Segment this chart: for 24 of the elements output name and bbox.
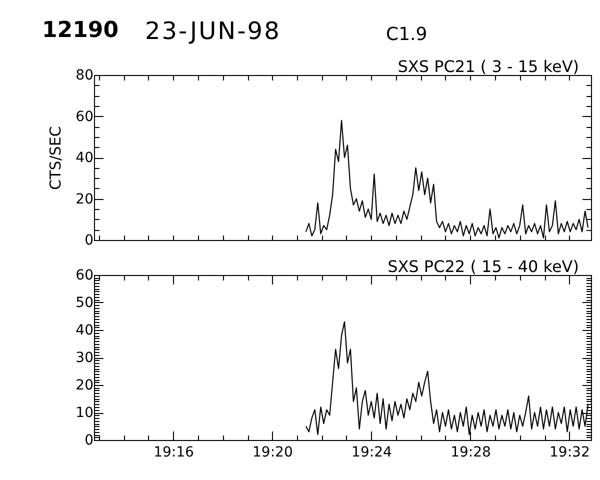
text: 12190: [42, 18, 119, 43]
chart-title: SXS PC22 ( 15 - 40 keV): [388, 257, 579, 276]
y-tick-label: 20: [76, 378, 94, 394]
y-tick-label: 40: [76, 322, 94, 338]
x-tick-label: 19:16: [154, 444, 194, 460]
text: C1.9: [386, 24, 428, 45]
y-tick-label: 10: [76, 405, 94, 421]
y-tick-label: 60: [76, 108, 94, 125]
y-tick-label: 20: [76, 191, 94, 208]
y-tick-label: 60: [76, 268, 94, 284]
x-tick-label: 19:24: [352, 444, 392, 460]
text: 23-JUN-98: [145, 17, 281, 45]
y-tick-label: 0: [84, 232, 94, 248]
y-tick-label: 30: [76, 350, 94, 366]
y-tick-label: 50: [76, 295, 94, 311]
y-tick-label: 0: [84, 432, 94, 448]
y-tick-label: 80: [76, 68, 94, 84]
y-tick-label: 40: [76, 150, 94, 166]
y-axis-title: CTS/SEC: [46, 126, 65, 190]
x-tick-label: 19:32: [549, 444, 590, 460]
x-tick-label: 19:28: [450, 444, 491, 460]
x-tick-label: 19:20: [252, 444, 293, 460]
chart-title: SXS PC21 ( 3 - 15 keV): [398, 57, 579, 76]
line-series: [305, 120, 589, 238]
